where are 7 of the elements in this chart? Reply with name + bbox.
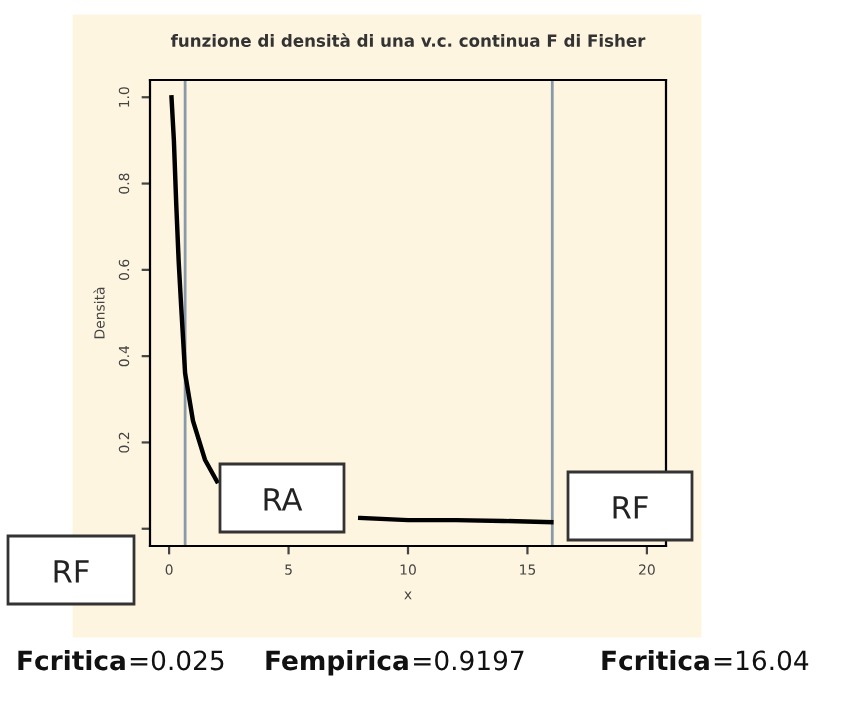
text: Fcritica=16.04 [602,649,809,671]
chart-title: funzione di densità di una v.c. continua F di Fisher [170,33,646,47]
text: RF [54,560,89,583]
text: Fempirica=0.9197 [266,649,524,676]
text: Fcritica=0.025 [18,649,224,671]
annotation: RF [613,496,648,519]
annotation: RA [264,488,303,511]
